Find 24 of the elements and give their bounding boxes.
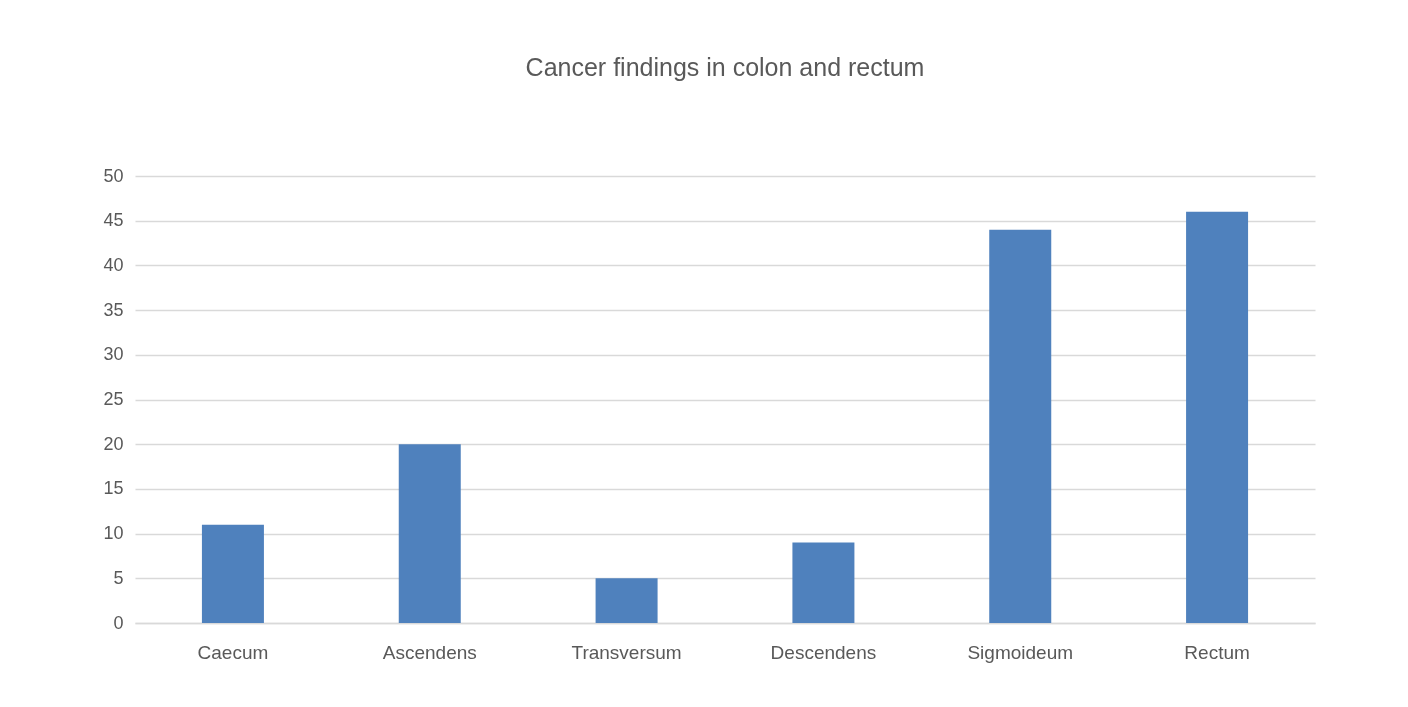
bar [792,542,855,623]
y-tick-label: 35 [103,299,124,320]
y-tick-label: 25 [103,389,124,409]
x-tick-label: Ascendens [382,641,477,663]
x-tick-label: Caecum [197,641,269,663]
y-tick-label: 45 [103,210,124,231]
y-tick-label: 30 [103,344,124,365]
y-tick-label: 5 [113,567,124,588]
y-tick-label: 40 [103,254,124,275]
x-tick-label: Transversum [571,641,682,663]
chart-title: Cancer findings in colon and rectum [525,53,925,81]
bar [989,229,1052,623]
bar [595,578,658,623]
x-tick-label: Sigmoideum [967,641,1074,663]
y-tick-label: 20 [103,433,124,454]
y-tick-label: 10 [103,523,124,544]
y-tick-label: 15 [103,478,124,499]
bar [1186,211,1249,623]
y-tick-label: 50 [103,165,124,186]
x-tick-label: Rectum [1184,641,1250,663]
y-tick-label: 0 [113,612,124,633]
bar [201,524,264,623]
bar [398,444,461,623]
x-tick-label: Descendens [770,641,877,663]
